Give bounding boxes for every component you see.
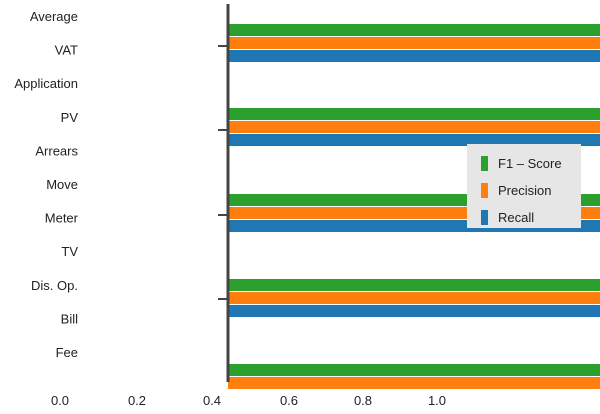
legend-item: Recall [481,204,581,231]
category-label: Dis. Op. [31,278,78,293]
bar [228,134,600,146]
bar [228,279,600,291]
bar [228,364,600,376]
bar [228,121,600,133]
legend-swatch [481,156,488,171]
category-label: Meter [45,211,79,226]
category-label: TV [61,244,78,259]
legend-swatch [481,210,488,225]
legend-item: Precision [481,177,581,204]
bar [228,50,600,62]
legend-label: F1 – Score [498,156,562,171]
legend-label: Recall [498,210,535,225]
x-tick-label: 0.6 [280,393,298,408]
x-tick-label: 0.8 [354,393,372,408]
bar [228,305,600,317]
legend-label: Precision [498,183,552,198]
category-label: Bill [61,311,78,326]
bar [228,37,600,49]
category-label: Application [14,76,78,91]
legend-item: F1 – Score [481,150,581,177]
bar [228,292,600,304]
bar [228,24,600,36]
category-label: PV [61,110,79,125]
legend-swatch [481,183,488,198]
x-tick-label: 0.0 [51,393,69,408]
category-label: Fee [56,345,78,360]
category-label: Move [46,177,78,192]
category-label: VAT [55,43,78,58]
legend: F1 – Score Precision Recall [467,144,581,228]
x-tick-label: 1.0 [428,393,446,408]
category-label: Arrears [35,143,78,158]
bar [228,108,600,120]
category-label: Average [30,9,78,24]
bar [228,377,600,389]
x-tick-label: 0.4 [203,393,221,408]
x-tick-label: 0.2 [128,393,146,408]
